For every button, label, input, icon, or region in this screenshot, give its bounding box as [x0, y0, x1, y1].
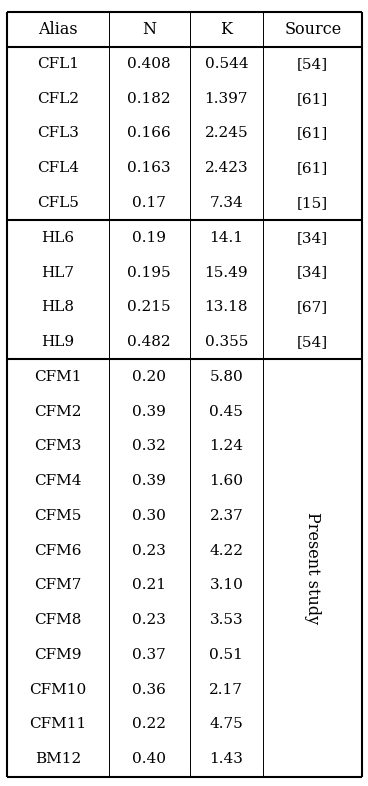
- Text: 0.39: 0.39: [132, 405, 166, 419]
- Text: CFM4: CFM4: [34, 474, 82, 488]
- Text: 1.24: 1.24: [209, 439, 243, 454]
- Text: 0.23: 0.23: [132, 544, 166, 557]
- Text: 0.22: 0.22: [132, 718, 166, 732]
- Text: 2.37: 2.37: [209, 509, 243, 523]
- Text: Alias: Alias: [38, 20, 78, 38]
- Text: CFM9: CFM9: [34, 648, 82, 662]
- Text: 0.544: 0.544: [205, 57, 248, 71]
- Text: 0.37: 0.37: [132, 648, 166, 662]
- Text: 14.1: 14.1: [209, 231, 243, 244]
- Text: [61]: [61]: [297, 161, 328, 175]
- Text: CFL5: CFL5: [37, 196, 79, 210]
- Text: CFM8: CFM8: [34, 613, 82, 627]
- Text: 2.423: 2.423: [205, 161, 248, 175]
- Text: 0.408: 0.408: [127, 57, 171, 71]
- Text: CFM3: CFM3: [34, 439, 82, 454]
- Text: [54]: [54]: [297, 335, 328, 349]
- Text: 0.23: 0.23: [132, 613, 166, 627]
- Text: CFL4: CFL4: [37, 161, 79, 175]
- Text: 0.39: 0.39: [132, 474, 166, 488]
- Text: HL7: HL7: [42, 266, 74, 280]
- Text: 5.80: 5.80: [209, 369, 243, 384]
- Text: CFM10: CFM10: [29, 683, 86, 696]
- Text: [61]: [61]: [297, 127, 328, 141]
- Text: 1.397: 1.397: [205, 92, 248, 105]
- Text: CFM11: CFM11: [29, 718, 86, 732]
- Text: 4.22: 4.22: [209, 544, 243, 557]
- Text: 0.36: 0.36: [132, 683, 166, 696]
- Text: 0.51: 0.51: [209, 648, 243, 662]
- Text: HL8: HL8: [42, 300, 74, 314]
- Text: 3.53: 3.53: [209, 613, 243, 627]
- Text: 0.166: 0.166: [127, 127, 171, 141]
- Text: 0.215: 0.215: [127, 300, 171, 314]
- Text: [61]: [61]: [297, 92, 328, 105]
- Text: 0.19: 0.19: [132, 231, 166, 244]
- Text: 0.21: 0.21: [132, 578, 166, 593]
- Text: 0.195: 0.195: [127, 266, 171, 280]
- Text: 2.245: 2.245: [205, 127, 248, 141]
- Text: CFM6: CFM6: [34, 544, 82, 557]
- Text: 1.60: 1.60: [209, 474, 243, 488]
- Text: 1.43: 1.43: [209, 752, 243, 766]
- Text: CFL1: CFL1: [37, 57, 79, 71]
- Text: 2.17: 2.17: [209, 683, 243, 696]
- Text: 4.75: 4.75: [209, 718, 243, 732]
- Text: HL9: HL9: [41, 335, 75, 349]
- Text: 0.182: 0.182: [127, 92, 171, 105]
- Text: CFM2: CFM2: [34, 405, 82, 419]
- Text: 0.40: 0.40: [132, 752, 166, 766]
- Text: Source: Source: [284, 20, 342, 38]
- Text: 0.20: 0.20: [132, 369, 166, 384]
- Text: BM12: BM12: [35, 752, 81, 766]
- Text: [15]: [15]: [297, 196, 328, 210]
- Text: Present study: Present study: [304, 512, 321, 624]
- Text: 15.49: 15.49: [205, 266, 248, 280]
- Text: [34]: [34]: [297, 266, 328, 280]
- Text: 0.30: 0.30: [132, 509, 166, 523]
- Text: CFM5: CFM5: [34, 509, 82, 523]
- Text: CFM1: CFM1: [34, 369, 82, 384]
- Text: CFM7: CFM7: [34, 578, 82, 593]
- Text: 0.32: 0.32: [132, 439, 166, 454]
- Text: [34]: [34]: [297, 231, 328, 244]
- Text: 0.45: 0.45: [209, 405, 243, 419]
- Text: 13.18: 13.18: [205, 300, 248, 314]
- Text: CFL3: CFL3: [37, 127, 79, 141]
- Text: HL6: HL6: [41, 231, 75, 244]
- Text: CFL2: CFL2: [37, 92, 79, 105]
- Text: [54]: [54]: [297, 57, 328, 71]
- Text: 7.34: 7.34: [209, 196, 243, 210]
- Text: N: N: [142, 20, 156, 38]
- Text: [67]: [67]: [297, 300, 328, 314]
- Text: K: K: [220, 20, 232, 38]
- Text: 0.163: 0.163: [127, 161, 171, 175]
- Text: 3.10: 3.10: [209, 578, 243, 593]
- Text: 0.17: 0.17: [132, 196, 166, 210]
- Text: 0.355: 0.355: [205, 335, 248, 349]
- Text: 0.482: 0.482: [127, 335, 171, 349]
